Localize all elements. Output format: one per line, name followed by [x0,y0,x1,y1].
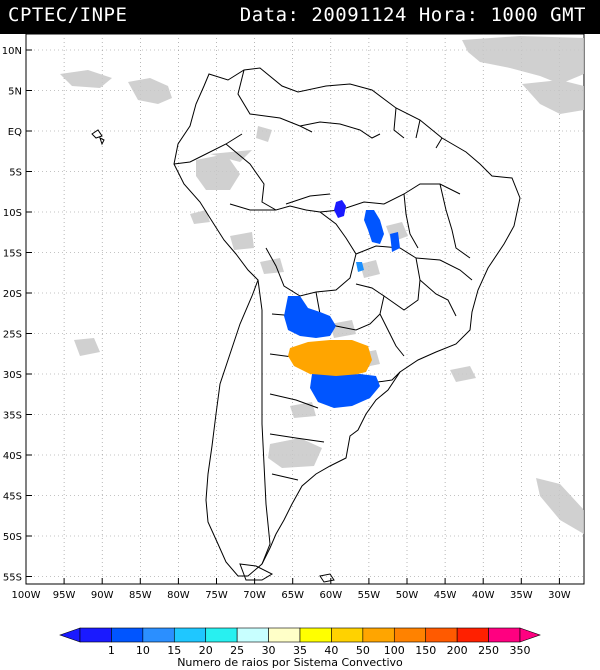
lat-label: 5N [8,87,22,98]
border-guianas [393,107,443,149]
cloud-cover [60,36,584,534]
lat-label: 5S [9,168,22,179]
falklands [319,573,335,583]
cluster-argentina-orange [288,340,372,376]
border-peru-brazil [225,143,307,211]
colorbar-tick-label: 250 [478,644,499,657]
lon-label: 40W [472,590,495,601]
lon-label: 55W [358,590,381,601]
colorbar-swatch [362,627,395,643]
lat-label: EQ [8,127,22,138]
lat-label: 25S [3,330,22,341]
colorbar-swatch [268,627,301,643]
map-panel: 10N5NEQ5S10S15S20S25S30S35S40S45S50S55S … [0,34,600,670]
border-chile-argentina [257,279,271,565]
lat-label: 50S [3,532,22,543]
lat-label: 10N [2,46,22,57]
cluster-small [356,262,364,272]
colorbar-arrow-right [519,627,541,643]
lon-label: 60W [319,590,342,601]
colorbar-swatch [393,627,427,643]
colorbar-swatch [79,627,112,643]
border-brazil-states-2 [403,183,471,259]
lon-label: 45W [434,590,457,601]
colorbar-tick-label: 150 [415,644,436,657]
cluster-north-2 [364,210,384,244]
header-bar: CPTEC/INPE Data: 20091124 Hora: 1000 GMT [0,0,600,34]
lat-label: 40S [3,451,22,462]
galapagos [91,129,105,146]
colorbar-tick-label: 350 [510,644,531,657]
lon-label: 70W [243,590,266,601]
colorbar-tick-label: 100 [384,644,405,657]
lon-label: 50W [396,590,419,601]
border-venezuela-brazil [299,121,381,139]
cluster-argentina-blue [310,374,380,408]
colorbar-tick-label: 50 [356,644,370,657]
border-colombia-venezuela [237,69,313,133]
tierra-del-fuego [239,563,274,581]
colorbar-tick-label: 40 [324,644,338,657]
colorbar-swatch [142,627,175,643]
colorbar-tick-label: 25 [230,644,244,657]
colorbar-swatch [425,627,458,643]
lon-label: 90W [91,590,114,601]
cluster-paraguay [284,296,336,338]
lon-label: 95W [53,590,76,601]
lon-label: 75W [205,590,228,601]
lon-label: 85W [129,590,152,601]
border-equatorial [229,193,331,211]
border-argentina-brazil [379,313,405,357]
colorbar-swatch [111,627,144,643]
lat-label: 35S [3,411,22,422]
colorbar-swatch [331,627,364,643]
border-brazil-states-3 [415,257,473,317]
colorbar-tick-label: 35 [293,644,307,657]
header-datetime: Data: 20091124 Hora: 1000 GMT [239,4,586,26]
colorbar-tick-label: 30 [262,644,276,657]
lon-label: 100W [12,590,41,601]
lat-label: 55S [3,573,22,584]
border-ecuador-peru [173,133,243,165]
lon-label: 35W [510,590,533,601]
colorbar-swatch [299,627,332,643]
colorbar-swatch [173,627,207,643]
header-title: CPTEC/INPE [8,4,128,26]
lon-label: 30W [548,590,571,601]
convective-systems [284,200,400,408]
colorbar-tick-label: 15 [167,644,181,657]
lat-label: 20S [3,289,22,300]
lat-label: 15S [3,249,22,260]
colorbar-title: Numero de raios por Sistema Convectivo [177,656,403,669]
colorbar-tick-label: 1 [108,644,115,657]
lon-label: 80W [167,590,190,601]
lat-label: 45S [3,492,22,503]
colorbar-tick-label: 20 [199,644,213,657]
lat-label: 30S [3,370,22,381]
cluster-north-3 [390,232,400,252]
colorbar-tick-label: 10 [136,644,150,657]
colorbar-swatch [488,627,521,643]
colorbar-swatch [236,627,269,643]
lat-label: 10S [3,208,22,219]
colorbar-swatch [456,627,489,643]
colorbar-legend: 1 10 15 20 25 30 35 40 50 100 150 200 250 350 [59,627,541,657]
border-bolivia [265,209,357,297]
lon-label: 65W [281,590,304,601]
colorbar-swatch [205,627,238,643]
map-frame [25,34,585,585]
border-brazil-interior [355,245,421,311]
colorbar-tick-label: 200 [447,644,468,657]
cluster-north-1 [334,200,346,218]
